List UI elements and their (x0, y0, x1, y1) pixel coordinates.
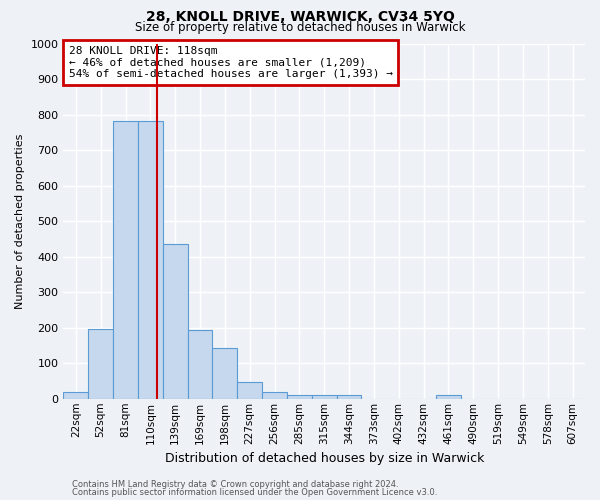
Text: 28 KNOLL DRIVE: 118sqm
← 46% of detached houses are smaller (1,209)
54% of semi-: 28 KNOLL DRIVE: 118sqm ← 46% of detached… (68, 46, 392, 79)
Text: Contains HM Land Registry data © Crown copyright and database right 2024.: Contains HM Land Registry data © Crown c… (72, 480, 398, 489)
Bar (436, 395, 461, 399)
Text: Size of property relative to detached houses in Warwick: Size of property relative to detached ho… (135, 21, 465, 34)
Bar (212, 348, 237, 399)
Text: 28, KNOLL DRIVE, WARWICK, CV34 5YQ: 28, KNOLL DRIVE, WARWICK, CV34 5YQ (146, 10, 454, 24)
Bar (287, 395, 312, 399)
Bar (262, 392, 287, 399)
Bar (237, 382, 262, 399)
Bar (88, 329, 113, 399)
Bar (312, 395, 337, 399)
Bar (64, 392, 88, 399)
Bar (188, 330, 212, 399)
Bar (138, 121, 163, 399)
Y-axis label: Number of detached properties: Number of detached properties (15, 134, 25, 309)
Bar (163, 244, 188, 399)
Text: Contains public sector information licensed under the Open Government Licence v3: Contains public sector information licen… (72, 488, 437, 497)
Bar (337, 395, 361, 399)
X-axis label: Distribution of detached houses by size in Warwick: Distribution of detached houses by size … (164, 452, 484, 465)
Bar (113, 121, 138, 399)
